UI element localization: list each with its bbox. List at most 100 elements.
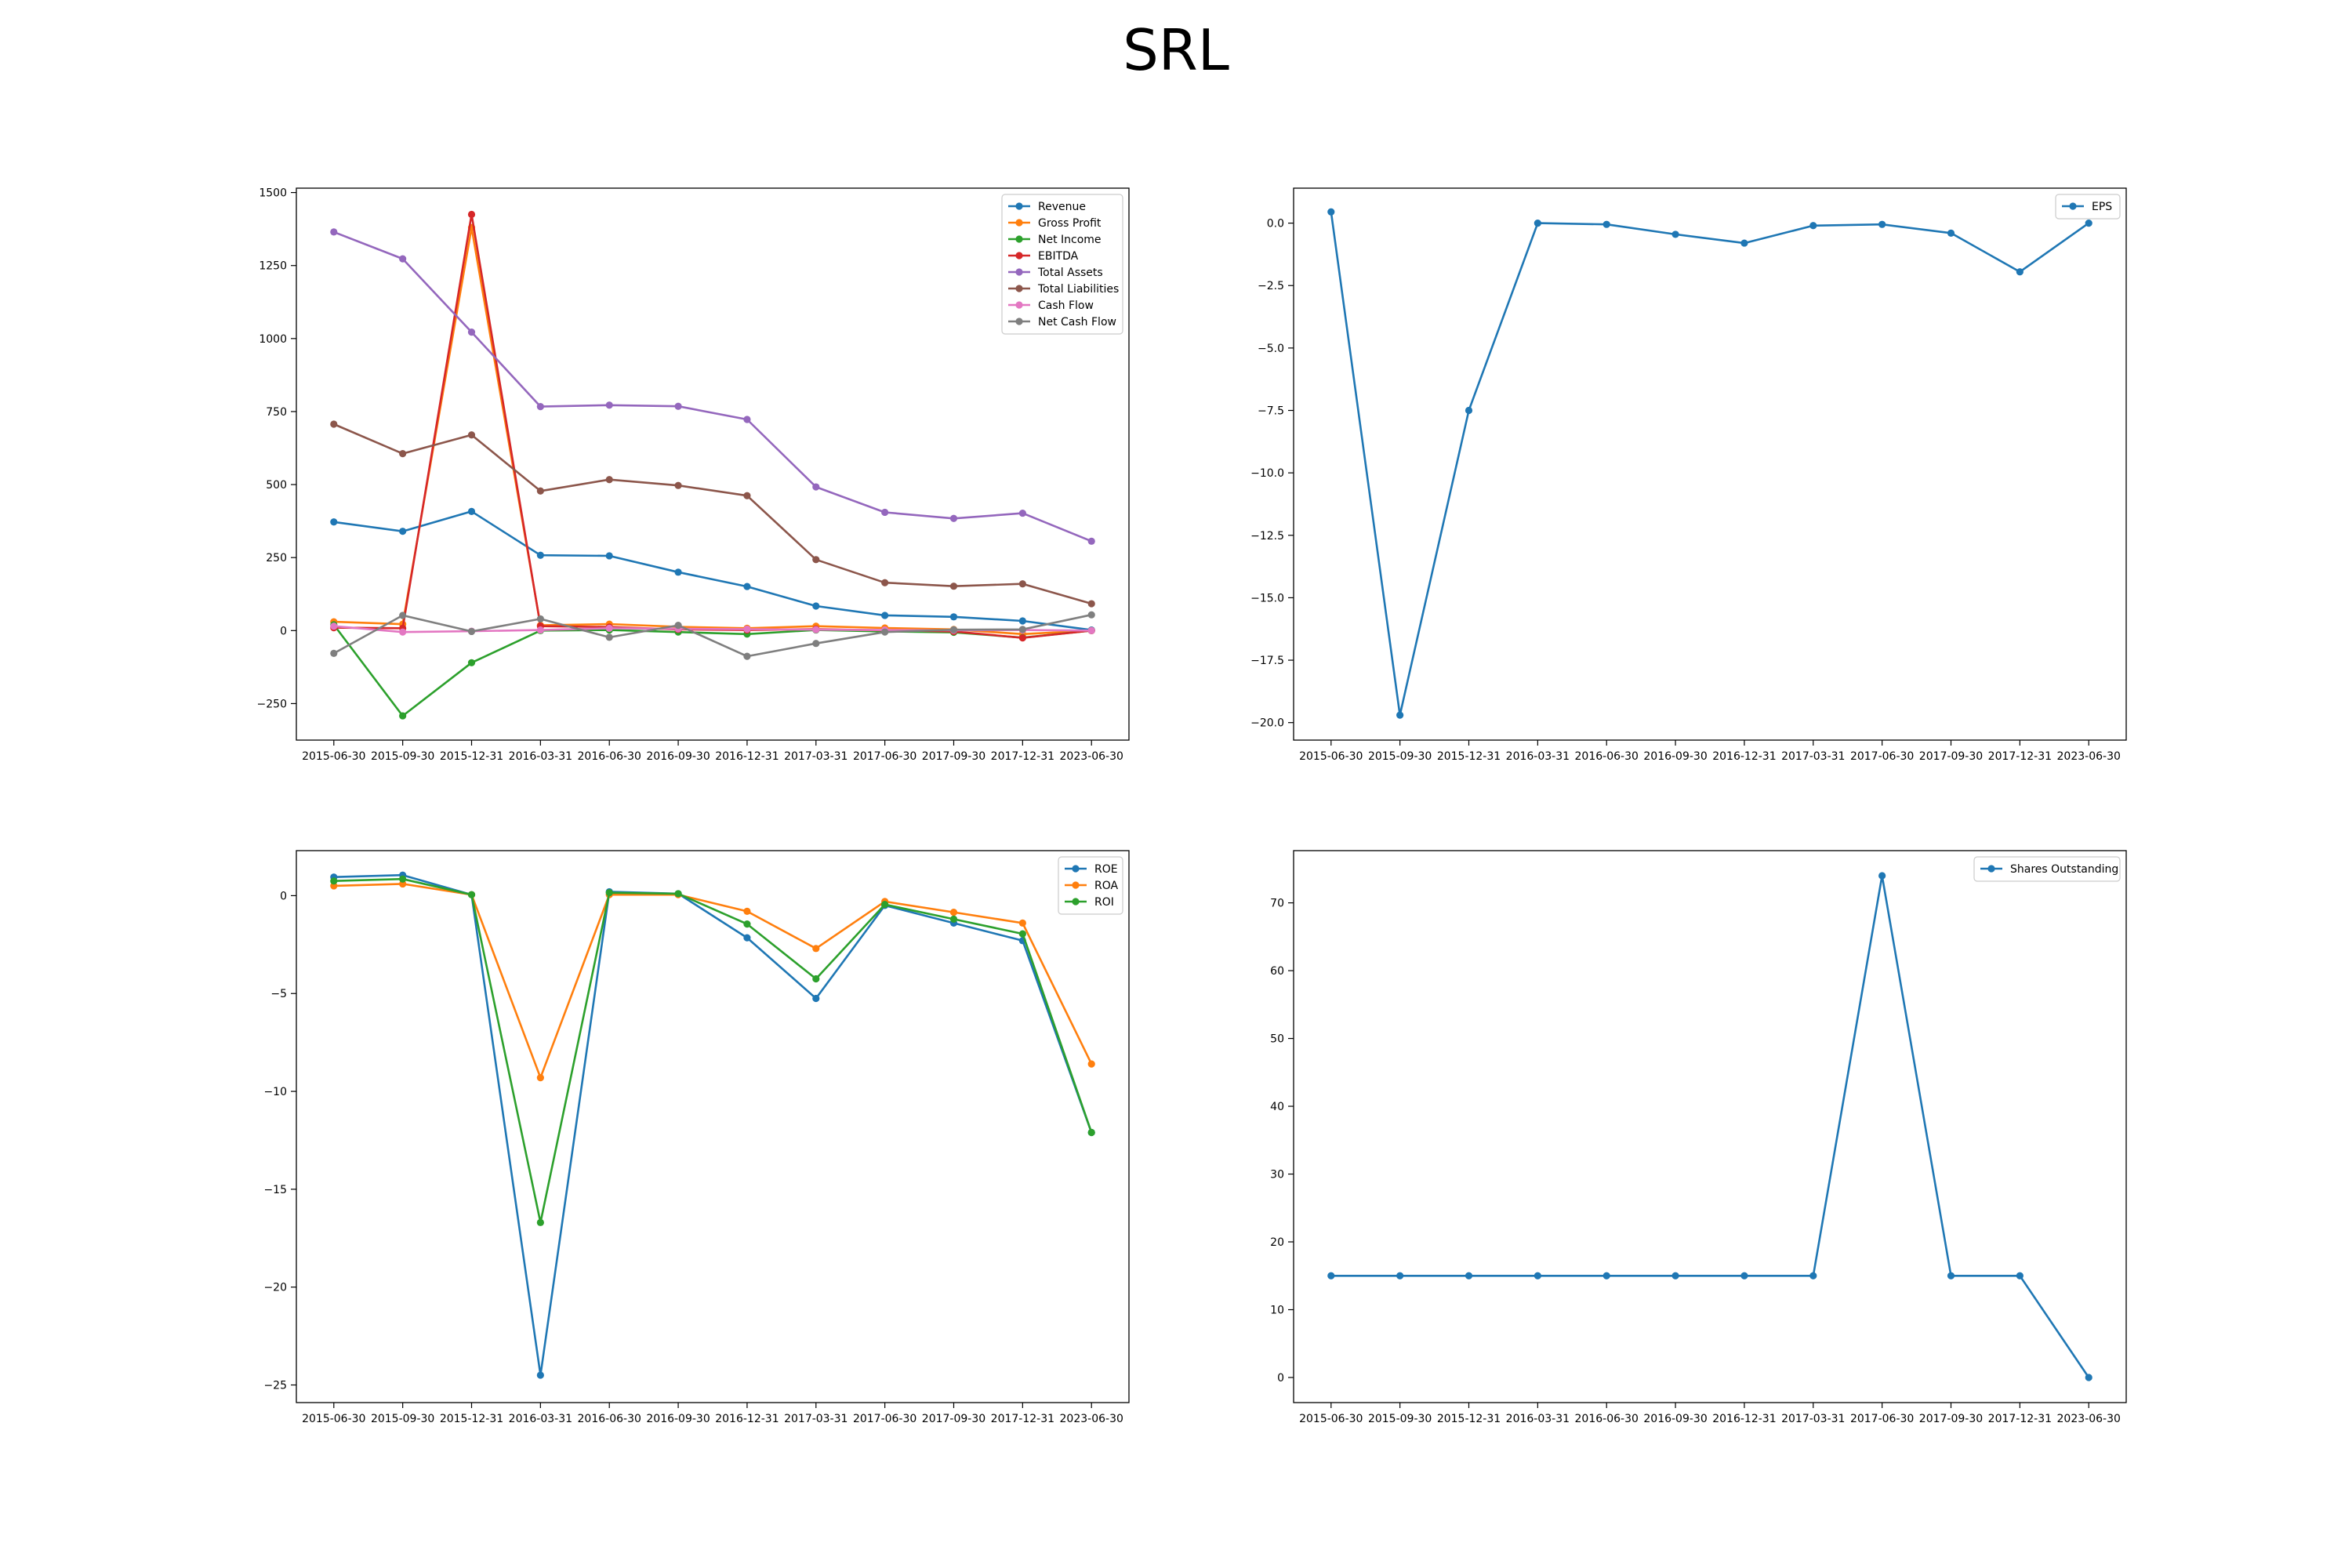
net-income-line	[332, 624, 1092, 717]
legend-label-roe: ROE	[1094, 863, 1118, 876]
y-tick-label: −20	[263, 1282, 287, 1294]
y-tick-label: −5.0	[1258, 343, 1284, 355]
ebitda-point	[467, 210, 476, 219]
x-tick-label: 2016-12-31	[1712, 1413, 1776, 1425]
x-tick-label: 2016-03-31	[509, 1413, 572, 1425]
legend: Revenue Gross Profit Net Income EBITDA Total…	[1001, 194, 1123, 335]
legend-label-total-liabilities: Total Liabilities	[1037, 283, 1119, 296]
legend-label-net-cash-flow: Net Cash Flow	[1038, 316, 1116, 328]
roe-line	[333, 873, 1093, 1377]
shares-outstanding-point	[1396, 1272, 1404, 1279]
legend-marker	[1015, 285, 1023, 292]
x-tick-label: 2023-06-30	[1060, 1413, 1123, 1425]
shares-outstanding-point	[1740, 1272, 1748, 1279]
x-tick-label: 2017-06-30	[853, 1413, 916, 1425]
net-cash-flow-point	[605, 633, 613, 641]
roa-point	[536, 1073, 544, 1082]
x-tick-label: 2017-03-31	[784, 750, 848, 763]
cash-flow-point	[812, 626, 820, 633]
legend-box	[1001, 194, 1123, 335]
roi-point	[605, 889, 613, 897]
legend-label-cash-flow: Cash Flow	[1038, 299, 1094, 312]
y-tick-label: 1000	[259, 333, 287, 346]
y-tick-label: −10.0	[1250, 467, 1284, 480]
roi-point	[1087, 1128, 1095, 1137]
net-cash-flow-point	[743, 652, 751, 660]
eps-point	[1534, 219, 1541, 227]
roe-point	[743, 934, 751, 942]
y-tick-label: 50	[1270, 1033, 1284, 1046]
total-assets-point	[881, 508, 889, 517]
shares-outstanding-point	[2085, 1374, 2092, 1381]
revenue-point	[399, 528, 407, 535]
legend: Shares Outstanding	[1973, 856, 2121, 882]
eps-point	[1327, 208, 1335, 216]
x-tick-label: 2017-09-30	[1919, 750, 1983, 763]
gross-profit-line	[333, 226, 1092, 636]
y-tick-label: −5	[270, 988, 287, 1000]
legend: EPS	[2055, 194, 2121, 220]
figure-title: SRL	[1123, 17, 1229, 83]
shares-outstanding-point	[1671, 1272, 1679, 1279]
x-tick-label: 2017-09-30	[922, 1413, 985, 1425]
total-liabilities-point	[743, 492, 751, 499]
revenue-point	[743, 583, 751, 590]
x-tick-label: 2016-09-30	[646, 750, 710, 763]
roa-line	[333, 883, 1093, 1079]
net-cash-flow-line	[333, 613, 1092, 658]
net-cash-flow-point	[467, 627, 476, 636]
axes-frame	[296, 187, 1130, 741]
x-tick-label: 2015-12-31	[440, 750, 503, 763]
legend-label-roi: ROI	[1094, 896, 1114, 909]
x-tick-label: 2023-06-30	[2057, 1413, 2121, 1425]
x-tick-label: 2017-12-31	[1988, 750, 2052, 763]
x-tick-label: 2017-03-31	[784, 1413, 848, 1425]
roi-point	[399, 875, 407, 883]
legend-marker	[1015, 318, 1023, 325]
cash-flow-point	[330, 622, 338, 630]
total-assets-point	[467, 328, 476, 336]
total-assets-line	[333, 230, 1092, 543]
roi-point	[536, 1218, 544, 1226]
total-assets-point	[536, 403, 544, 411]
total-liabilities-point	[536, 487, 544, 495]
net-cash-flow-point	[674, 622, 682, 630]
revenue-point	[536, 551, 544, 559]
x-tick-label: 2015-09-30	[371, 750, 434, 763]
y-tick-label: −15.0	[1250, 592, 1284, 604]
cash-flow-point	[536, 626, 544, 634]
cash-flow-point	[399, 628, 407, 636]
legend-marker	[1015, 202, 1023, 210]
x-tick-label: 2016-12-31	[1712, 750, 1776, 763]
total-assets-point	[949, 514, 958, 522]
total-assets-point	[1018, 509, 1026, 517]
shares-outstanding-point	[1465, 1272, 1473, 1279]
total-assets-point	[1087, 537, 1095, 545]
net-cash-flow-point	[1018, 626, 1026, 633]
ebitda-line	[333, 213, 1092, 639]
legend: ROE ROA ROI	[1058, 856, 1123, 915]
legend-label-net-income: Net Income	[1038, 234, 1102, 246]
legend-box	[1973, 856, 2121, 882]
x-tick-label: 2017-12-31	[1988, 1413, 2052, 1425]
roe-point	[812, 994, 820, 1003]
x-tick-label: 2016-06-30	[578, 750, 641, 763]
roi-point	[1018, 930, 1026, 938]
x-tick-label: 2015-09-30	[371, 1413, 434, 1425]
eps-point	[2085, 219, 2092, 227]
total-assets-point	[674, 402, 682, 410]
x-tick-label: 2016-03-31	[1506, 750, 1570, 763]
shares-outstanding-line	[1330, 874, 2090, 1378]
roa-point	[949, 909, 958, 916]
y-tick-label: 0.0	[1267, 218, 1284, 230]
eps-point	[1947, 229, 1955, 237]
x-tick-label: 2015-06-30	[1299, 750, 1363, 763]
legend-marker	[1015, 301, 1023, 309]
legend-marker	[1015, 235, 1023, 243]
shares-outstanding-point	[1947, 1272, 1955, 1279]
axes-frame	[1293, 187, 2127, 741]
legend-marker	[1072, 898, 1080, 906]
y-tick-label: 1250	[259, 260, 287, 273]
revenue-line	[333, 510, 1092, 631]
net-income-point	[399, 712, 407, 720]
